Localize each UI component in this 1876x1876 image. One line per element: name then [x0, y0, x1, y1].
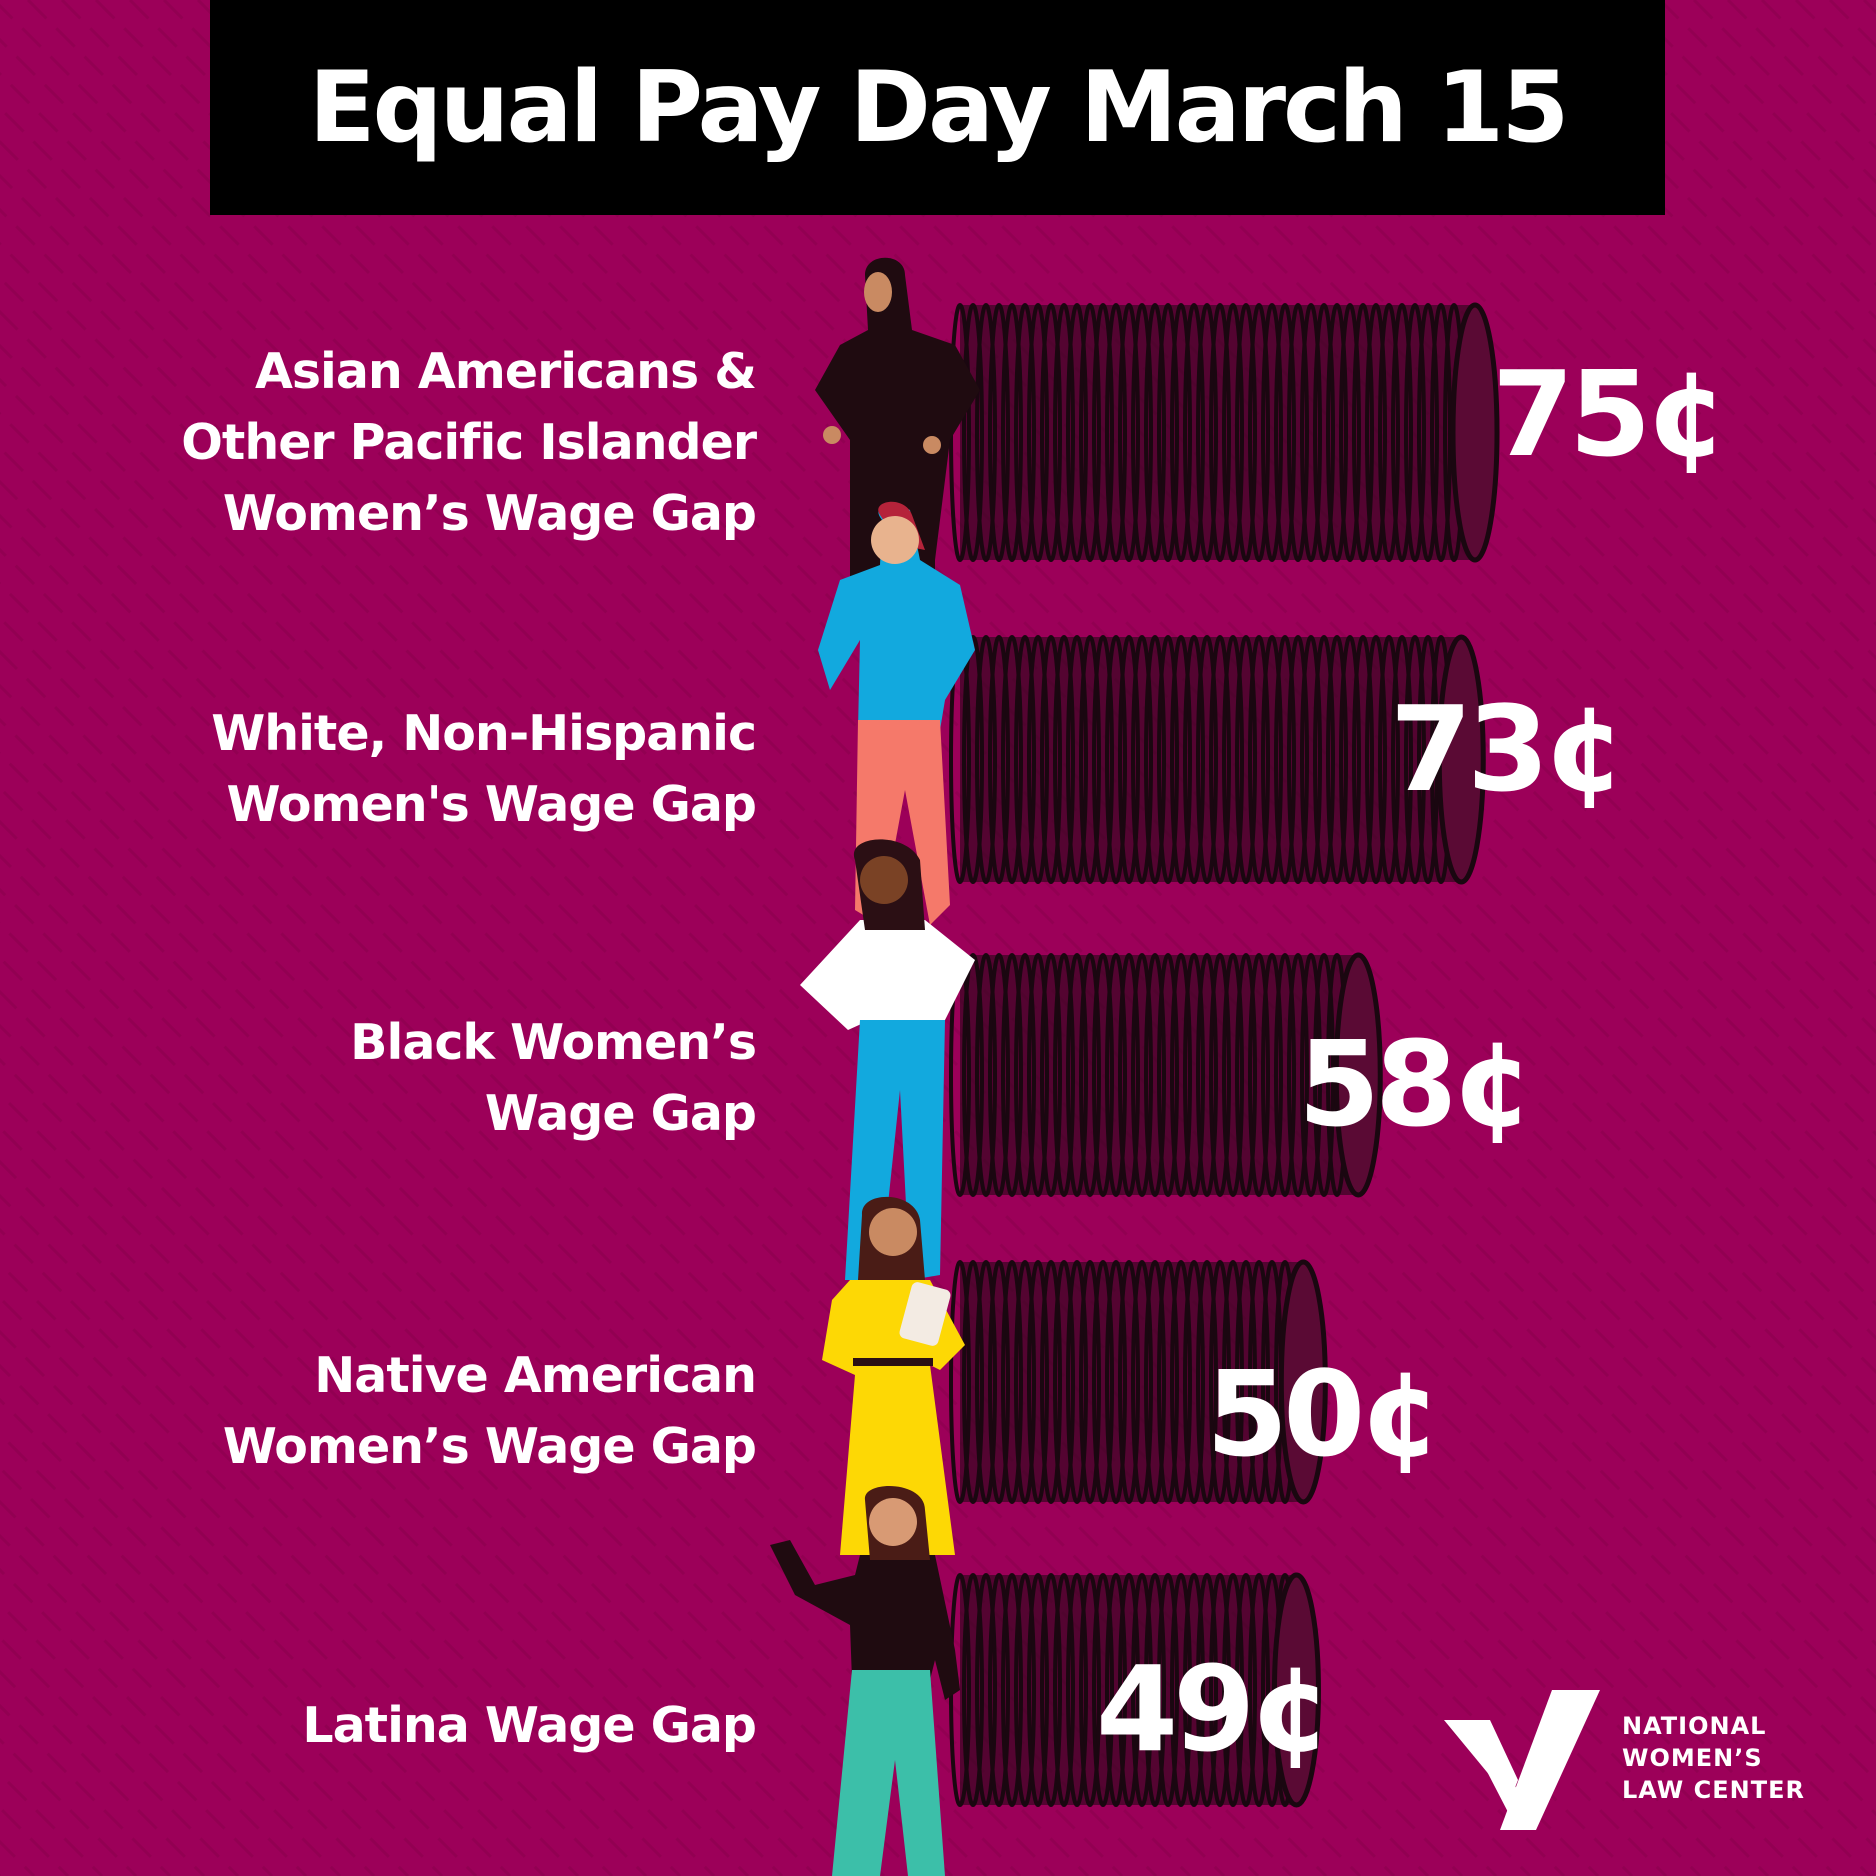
category-label: Latina Wage Gap	[302, 1690, 757, 1761]
coin-stack-bar	[949, 952, 1383, 1198]
category-label-line: Wage Gap	[484, 1085, 757, 1142]
woman-in-yellow-dress-icon	[822, 1196, 965, 1555]
title-bar: Equal Pay Day March 15	[210, 0, 1665, 215]
category-label-line: Native American	[314, 1347, 757, 1404]
page-title: Equal Pay Day March 15	[308, 50, 1570, 165]
woman-in-teal-pants-icon	[770, 1486, 960, 1876]
category-label-line: Asian Americans &	[254, 343, 757, 400]
category-label-line: Other Pacific Islander	[181, 414, 757, 471]
value-label: 49¢	[1096, 1640, 1332, 1778]
category-label-line: Latina Wage Gap	[302, 1697, 757, 1754]
value-label: 58¢	[1298, 1015, 1534, 1153]
organization-name-line: WOMEN’S	[1622, 1744, 1763, 1772]
woman-in-hijab-icon	[815, 257, 980, 630]
category-label-line: Women’s Wage Gap	[222, 485, 757, 542]
category-label: White, Non-Hispanic Women's Wage Gap	[211, 698, 757, 840]
value-label: 50¢	[1206, 1345, 1442, 1483]
coin-stack-bar	[949, 1259, 1328, 1505]
woman-in-white-shirt-icon	[800, 839, 975, 1280]
woman-in-blue-top-icon	[818, 501, 975, 925]
coin-stack-bar	[949, 1572, 1321, 1808]
category-label-line: Black Women’s	[350, 1014, 757, 1071]
category-label: Black Women’s Wage Gap	[350, 1007, 757, 1149]
category-label: Asian Americans & Other Pacific Islander…	[181, 336, 757, 549]
organization-name-line: NATIONAL	[1622, 1712, 1767, 1740]
category-label-line: Women’s Wage Gap	[222, 1418, 757, 1475]
category-label-line: White, Non-Hispanic	[211, 705, 757, 762]
category-label-line: Women's Wage Gap	[226, 776, 757, 833]
organization-name-line: LAW CENTER	[1622, 1776, 1805, 1804]
value-label: 75¢	[1492, 345, 1728, 483]
value-label: 73¢	[1390, 680, 1626, 818]
nwlc-checkmark-logo-icon	[1444, 1690, 1600, 1830]
organization-name: NATIONAL WOMEN’S LAW CENTER	[1622, 1710, 1805, 1806]
coin-stack-bar	[949, 302, 1500, 563]
category-label: Native American Women’s Wage Gap	[222, 1340, 757, 1482]
